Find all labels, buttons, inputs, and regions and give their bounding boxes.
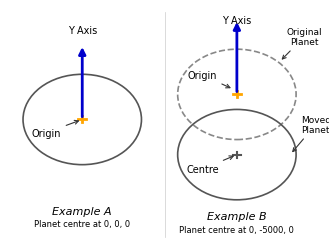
Text: Original
Planet: Original Planet: [282, 28, 322, 60]
Text: Y Axis: Y Axis: [222, 16, 251, 26]
Text: Example A: Example A: [52, 206, 112, 216]
Text: Centre: Centre: [186, 156, 233, 174]
Text: Y Axis: Y Axis: [68, 26, 97, 36]
Text: Example B: Example B: [207, 211, 267, 221]
Text: Planet centre at 0, 0, 0: Planet centre at 0, 0, 0: [34, 219, 130, 228]
Text: Origin: Origin: [31, 121, 79, 138]
Text: Origin: Origin: [188, 71, 230, 88]
Text: Planet centre at 0, -5000, 0: Planet centre at 0, -5000, 0: [179, 225, 294, 234]
Text: Moved
Planet: Moved Planet: [293, 115, 329, 152]
